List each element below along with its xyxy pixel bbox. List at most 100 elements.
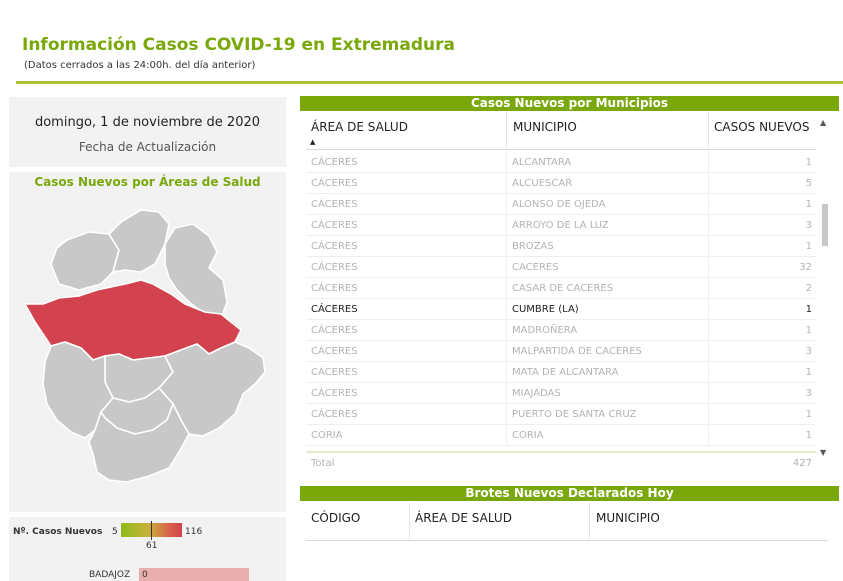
cell-municipality: ALCUESCAR	[512, 178, 573, 189]
cell-divider	[506, 425, 507, 446]
cell-new-cases: 3	[805, 388, 812, 399]
cell-divider	[708, 173, 709, 194]
map-area-plasencia[interactable]	[108, 209, 170, 273]
legend-mid-value: 61	[146, 541, 158, 551]
cell-municipality: MIAJADAS	[512, 388, 561, 399]
table-row[interactable]: CÁCERES BROZAS 1	[306, 236, 816, 257]
cell-new-cases: 1	[805, 409, 812, 420]
cell-municipality: CUMBRE (LA)	[512, 304, 579, 315]
badajoz-bar[interactable]	[139, 568, 249, 581]
map-title: Casos Nuevos por Áreas de Salud	[34, 175, 261, 189]
cell-new-cases: 32	[799, 262, 812, 273]
outbreaks-table-title: Brotes Nuevos Declarados Hoy	[300, 486, 839, 501]
table-row[interactable]: CÁCERES MALPARTIDA DE CACERES 3	[306, 341, 816, 362]
scroll-up-icon[interactable]: ▲	[820, 118, 827, 127]
cell-divider	[506, 362, 507, 383]
cell-new-cases: 1	[805, 304, 812, 315]
cell-new-cases: 1	[805, 430, 812, 441]
column-header-code[interactable]: CÓDIGO	[311, 511, 361, 525]
cell-area: CÁCERES	[311, 409, 358, 420]
cell-divider	[506, 257, 507, 278]
map-area-coria[interactable]	[50, 231, 120, 291]
cell-new-cases: 3	[805, 346, 812, 357]
cases-table-title: Casos Nuevos por Municipios	[300, 96, 839, 111]
badajoz-bar-value: 0	[142, 570, 148, 580]
cell-divider	[708, 362, 709, 383]
cell-divider	[506, 341, 507, 362]
table-row[interactable]: CÁCERES CUMBRE (LA) 1	[306, 299, 816, 320]
table-row[interactable]: CÁCERES CASAR DE CACERES 2	[306, 278, 816, 299]
sort-ascending-icon[interactable]: ▲	[310, 138, 316, 146]
cell-divider	[506, 215, 507, 236]
legend-mid-marker	[151, 521, 152, 540]
cell-divider	[708, 383, 709, 404]
cell-divider	[708, 425, 709, 446]
map-area-llerena[interactable]	[88, 403, 190, 483]
new-outbreaks-table: CÓDIGO ÁREA DE SALUD MUNICIPIO	[306, 503, 828, 541]
cell-divider	[708, 215, 709, 236]
cell-area: CÁCERES	[311, 220, 358, 231]
cell-area: CÁCERES	[311, 388, 358, 399]
cell-divider	[506, 383, 507, 404]
cell-divider	[708, 152, 709, 173]
cell-divider	[708, 236, 709, 257]
cell-municipality: CASAR DE CACERES	[512, 283, 614, 294]
table-row[interactable]: CÁCERES ALCANTARA 1	[306, 152, 816, 173]
total-divider	[306, 451, 816, 453]
page-title: Información Casos COVID-19 en Extremadur…	[22, 35, 455, 55]
update-date: domingo, 1 de noviembre de 2020	[34, 115, 261, 130]
table-row[interactable]: CORIA CORIA 1	[306, 425, 816, 446]
column-header-outbreak-municipality[interactable]: MUNICIPIO	[589, 503, 828, 541]
cell-divider	[708, 194, 709, 215]
total-label: Total	[311, 458, 335, 469]
cell-divider	[506, 173, 507, 194]
cell-municipality: BROZAS	[512, 241, 554, 252]
cell-area: CÁCERES	[311, 304, 358, 315]
cell-municipality: CORIA	[512, 430, 544, 441]
header-divider-line	[306, 149, 816, 150]
cell-divider	[506, 152, 507, 173]
cell-area: CÁCERES	[311, 346, 358, 357]
cell-new-cases: 1	[805, 199, 812, 210]
cell-divider	[708, 320, 709, 341]
cell-new-cases: 3	[805, 220, 812, 231]
table-row[interactable]: CÁCERES ALONSO DE OJEDA 1	[306, 194, 816, 215]
cell-new-cases: 2	[805, 283, 812, 294]
cell-municipality: MATA DE ALCANTARA	[512, 367, 619, 378]
column-header-outbreak-area[interactable]: ÁREA DE SALUD	[409, 503, 589, 541]
table-row[interactable]: CÁCERES MATA DE ALCANTARA 1	[306, 362, 816, 383]
cell-divider	[506, 299, 507, 320]
cell-municipality: CACERES	[512, 262, 559, 273]
cell-divider	[506, 236, 507, 257]
column-header-new-cases[interactable]: CASOS NUEVOS	[708, 112, 816, 150]
cell-new-cases: 1	[805, 325, 812, 336]
cell-divider	[506, 278, 507, 299]
scroll-down-icon[interactable]: ▼	[820, 448, 827, 457]
table-row[interactable]: CÁCERES MADROÑERA 1	[306, 320, 816, 341]
page-subtitle: (Datos cerrados a las 24:00h. del día an…	[24, 60, 256, 71]
cell-new-cases: 1	[805, 241, 812, 252]
legend-min-value: 5	[112, 527, 118, 537]
cell-area: CÁCERES	[311, 178, 358, 189]
health-area-map[interactable]	[9, 172, 286, 512]
column-header-municipality[interactable]: MUNICIPIO	[506, 112, 708, 150]
cell-municipality: ALONSO DE OJEDA	[512, 199, 606, 210]
table-row[interactable]: CÁCERES MIAJADAS 3	[306, 383, 816, 404]
cell-divider	[506, 404, 507, 425]
scrollbar-thumb[interactable]	[822, 204, 828, 246]
badajoz-bar-label: BADAJOZ	[89, 570, 131, 580]
map-area-navalmoral[interactable]	[164, 223, 228, 319]
cell-divider	[708, 404, 709, 425]
column-header-area[interactable]: ÁREA DE SALUD	[311, 120, 408, 134]
table-row[interactable]: CÁCERES CACERES 32	[306, 257, 816, 278]
table-row[interactable]: CÁCERES ARROYO DE LA LUZ 3	[306, 215, 816, 236]
cell-municipality: ALCANTARA	[512, 157, 572, 168]
table-row[interactable]: CÁCERES PUERTO DE SANTA CRUZ 1	[306, 404, 816, 425]
table-row[interactable]: CÁCERES ALCUESCAR 5	[306, 173, 816, 194]
cell-divider	[708, 341, 709, 362]
cell-municipality: MADROÑERA	[512, 325, 578, 336]
cell-municipality: MALPARTIDA DE CACERES	[512, 346, 642, 357]
cell-municipality: PUERTO DE SANTA CRUZ	[512, 409, 637, 420]
cell-divider	[506, 320, 507, 341]
cell-new-cases: 5	[805, 178, 812, 189]
